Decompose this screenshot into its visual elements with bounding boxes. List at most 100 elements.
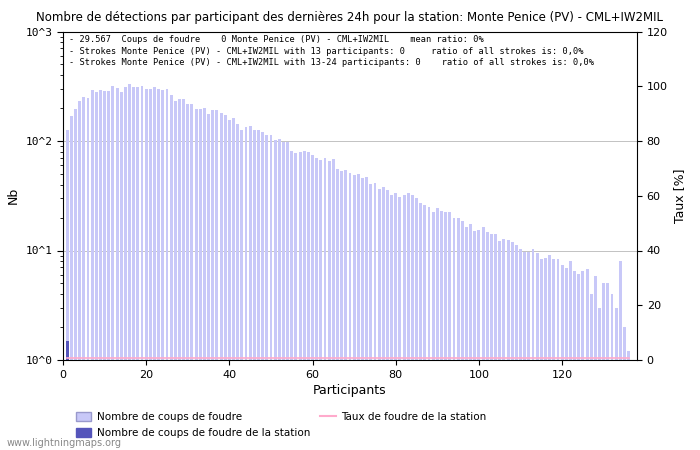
Bar bbox=[615, 308, 617, 450]
Bar bbox=[527, 252, 531, 450]
Bar bbox=[261, 131, 264, 450]
Bar bbox=[374, 183, 377, 450]
Bar bbox=[186, 104, 189, 450]
Bar bbox=[573, 270, 576, 450]
Bar bbox=[436, 208, 439, 450]
Bar bbox=[136, 86, 139, 450]
Bar bbox=[619, 261, 622, 450]
Text: - 29.567  Coups de foudre    0 Monte Penice (PV) - CML+IW2MIL    mean ratio: 0%
: - 29.567 Coups de foudre 0 Monte Penice … bbox=[69, 35, 594, 68]
Legend: Nombre de coups de foudre, Nombre de coups de foudre de la station, Taux de foud: Nombre de coups de foudre, Nombre de cou… bbox=[71, 408, 491, 442]
Bar bbox=[282, 142, 285, 450]
Bar bbox=[190, 104, 193, 450]
Bar bbox=[66, 341, 69, 450]
Bar bbox=[540, 259, 542, 450]
Bar bbox=[498, 241, 501, 450]
Bar bbox=[428, 207, 430, 450]
Bar bbox=[332, 159, 335, 450]
Bar bbox=[270, 135, 272, 450]
Bar bbox=[590, 294, 593, 450]
Bar bbox=[103, 90, 106, 450]
Bar bbox=[556, 259, 559, 450]
Bar bbox=[415, 198, 418, 450]
Bar bbox=[174, 101, 177, 450]
Bar bbox=[378, 189, 381, 450]
Bar bbox=[419, 203, 422, 450]
Bar bbox=[211, 111, 214, 450]
Bar bbox=[311, 155, 314, 450]
Bar bbox=[66, 130, 69, 450]
Bar bbox=[120, 92, 122, 450]
Bar bbox=[361, 179, 364, 450]
Bar bbox=[132, 86, 135, 450]
Bar bbox=[465, 227, 468, 450]
X-axis label: Participants: Participants bbox=[313, 384, 387, 397]
Bar bbox=[511, 242, 514, 450]
Bar bbox=[315, 158, 318, 450]
Bar bbox=[244, 127, 248, 450]
Bar bbox=[336, 169, 339, 450]
Bar bbox=[74, 109, 77, 450]
Bar bbox=[228, 120, 231, 450]
Bar bbox=[240, 130, 244, 450]
Bar bbox=[158, 90, 160, 450]
Bar bbox=[482, 226, 484, 450]
Y-axis label: Taux [%]: Taux [%] bbox=[673, 168, 687, 223]
Bar bbox=[216, 110, 218, 450]
Bar bbox=[349, 172, 351, 450]
Bar bbox=[365, 177, 368, 450]
Text: Nombre de détections par participant des dernières 24h pour la station: Monte Pe: Nombre de détections par participant des… bbox=[36, 11, 664, 24]
Y-axis label: Nb: Nb bbox=[7, 187, 20, 204]
Bar bbox=[370, 184, 372, 450]
Bar bbox=[461, 220, 464, 450]
Bar bbox=[490, 234, 493, 450]
Bar bbox=[111, 86, 114, 450]
Bar bbox=[141, 86, 144, 450]
Bar bbox=[70, 116, 73, 450]
Bar bbox=[606, 284, 609, 450]
Bar bbox=[357, 174, 360, 450]
Bar bbox=[319, 160, 322, 450]
Bar bbox=[402, 195, 405, 450]
Bar bbox=[323, 158, 326, 450]
Bar bbox=[503, 239, 505, 450]
Bar bbox=[536, 253, 538, 450]
Bar bbox=[94, 92, 98, 450]
Bar bbox=[278, 140, 281, 450]
Bar bbox=[153, 86, 156, 450]
Bar bbox=[116, 88, 118, 450]
Bar bbox=[594, 276, 597, 450]
Bar bbox=[598, 308, 601, 450]
Bar bbox=[582, 271, 584, 450]
Bar bbox=[265, 135, 268, 450]
Bar bbox=[531, 249, 535, 450]
Bar bbox=[394, 193, 397, 450]
Bar bbox=[224, 115, 227, 450]
Bar bbox=[303, 151, 306, 450]
Bar bbox=[128, 84, 131, 450]
Bar bbox=[307, 152, 310, 450]
Bar bbox=[523, 252, 526, 450]
Bar bbox=[290, 151, 293, 450]
Bar bbox=[452, 217, 456, 450]
Bar bbox=[544, 258, 547, 450]
Bar bbox=[578, 274, 580, 450]
Bar bbox=[295, 153, 298, 450]
Bar bbox=[602, 284, 606, 450]
Bar bbox=[162, 90, 164, 450]
Bar bbox=[548, 255, 551, 450]
Bar bbox=[386, 190, 389, 450]
Bar bbox=[207, 114, 210, 450]
Bar bbox=[515, 245, 518, 450]
Bar bbox=[552, 258, 555, 450]
Bar bbox=[195, 109, 197, 450]
Bar bbox=[424, 205, 426, 450]
Bar bbox=[91, 90, 94, 450]
Bar bbox=[507, 239, 510, 450]
Text: www.lightningmaps.org: www.lightningmaps.org bbox=[7, 438, 122, 448]
Bar bbox=[299, 153, 302, 450]
Bar bbox=[407, 193, 410, 450]
Bar bbox=[610, 294, 613, 450]
Bar bbox=[519, 249, 522, 450]
Bar bbox=[145, 90, 148, 450]
Bar bbox=[199, 109, 202, 450]
